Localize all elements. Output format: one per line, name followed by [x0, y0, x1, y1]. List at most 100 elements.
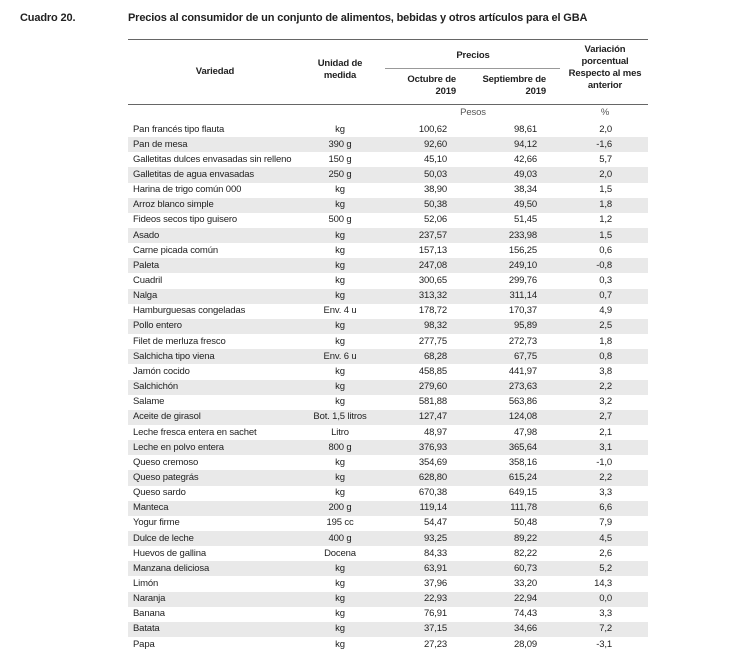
- october-cell: 313,32: [418, 290, 447, 302]
- variation-cell: 2,2: [599, 381, 612, 393]
- september-cell: 156,25: [508, 244, 537, 256]
- variety-cell: Galletitas de agua envasadas: [133, 168, 254, 180]
- variety-cell: Leche en polvo entera: [133, 441, 224, 453]
- october-cell: 38,90: [423, 184, 447, 196]
- row-band: [128, 591, 648, 607]
- unit-cell: kg: [335, 365, 345, 377]
- variation-cell: 3,3: [599, 487, 612, 499]
- column-header: Variedad: [195, 66, 235, 77]
- october-cell: 458,85: [418, 365, 447, 377]
- header-bottom-rule: [128, 104, 648, 105]
- variation-cell: 2,0: [599, 123, 612, 135]
- unit-cell: kg: [335, 608, 345, 620]
- september-cell: 170,37: [508, 305, 537, 317]
- column-header: Unidad de medida: [317, 58, 363, 81]
- variation-cell: 5,7: [599, 153, 612, 165]
- october-cell: 157,13: [418, 244, 447, 256]
- variety-cell: Dulce de leche: [133, 532, 194, 544]
- variation-cell: 0,0: [599, 593, 612, 605]
- unit-cell: 195 cc: [326, 517, 354, 529]
- unit-cell: kg: [335, 199, 345, 211]
- variety-cell: Filet de merluza fresco: [133, 335, 226, 347]
- october-cell: 22,93: [423, 593, 447, 605]
- unit-cell: kg: [335, 335, 345, 347]
- variety-cell: Limón: [133, 578, 159, 589]
- variation-cell: 0,7: [599, 290, 612, 302]
- table-title: Precios al consumidor de un conjunto de …: [128, 12, 588, 24]
- variation-cell: 5,2: [599, 562, 612, 574]
- row-band: [128, 318, 648, 335]
- variety-cell: Aceite de girasol: [133, 411, 201, 423]
- september-cell: 249,10: [508, 259, 537, 271]
- variety-cell: Cuadril: [133, 275, 163, 286]
- column-header: Variación porcentual Respecto al mes ant…: [568, 44, 642, 91]
- september-cell: 441,97: [508, 365, 537, 377]
- october-cell: 300,65: [418, 275, 447, 286]
- september-cell: 124,08: [508, 411, 537, 423]
- variety-cell: Galletitas dulces envasadas sin relleno: [133, 153, 292, 165]
- variation-cell: 3,8: [599, 365, 612, 377]
- october-cell: 27,23: [423, 638, 447, 650]
- variety-cell: Naranja: [133, 593, 166, 605]
- unit-cell: kg: [335, 244, 345, 256]
- september-cell: 50,48: [513, 517, 537, 529]
- unit-cell: kg: [335, 471, 345, 483]
- september-cell: 42,66: [513, 153, 537, 165]
- variety-cell: Arroz blanco simple: [133, 199, 214, 211]
- september-cell: 273,63: [508, 381, 537, 393]
- october-cell: 92,60: [423, 138, 447, 150]
- unit-cell: kg: [335, 229, 345, 241]
- unit-cell: kg: [335, 290, 345, 302]
- row-band: [128, 500, 648, 516]
- unit-cell: Env. 4 u: [323, 305, 357, 317]
- variety-cell: Fideos secos tipo guisero: [133, 214, 237, 226]
- september-cell: 94,12: [513, 138, 537, 150]
- september-cell: 299,76: [508, 275, 537, 286]
- variation-cell: 1,8: [599, 199, 612, 211]
- variety-cell: Paleta: [133, 259, 160, 271]
- october-cell: 93,25: [423, 532, 447, 544]
- group-rule: [385, 68, 560, 69]
- september-cell: 34,66: [513, 623, 537, 635]
- september-cell: 28,09: [513, 638, 537, 650]
- october-cell: 178,72: [418, 305, 447, 317]
- unit-cell: 800 g: [328, 441, 352, 453]
- september-cell: 38,34: [513, 184, 537, 196]
- unit-cell: 200 g: [328, 502, 352, 514]
- row-band: [128, 531, 648, 547]
- september-cell: 98,61: [513, 123, 537, 135]
- october-cell: 37,96: [423, 578, 447, 589]
- unit-cell: 150 g: [328, 153, 352, 165]
- unit-cell: Bot. 1,5 litros: [313, 411, 367, 423]
- variety-cell: Pollo entero: [133, 320, 182, 332]
- variety-cell: Papa: [133, 638, 155, 650]
- unit-cell: Docena: [324, 547, 356, 559]
- variety-cell: Queso pategrás: [133, 471, 199, 483]
- september-cell: 615,24: [508, 471, 537, 483]
- unit-cell: Env. 6 u: [323, 350, 357, 362]
- unit-cell: 390 g: [328, 138, 352, 150]
- row-band: [128, 258, 648, 274]
- october-cell: 48,97: [423, 426, 447, 438]
- unit-cell: kg: [335, 487, 345, 499]
- variety-cell: Pan francés tipo flauta: [133, 123, 225, 135]
- variation-cell: 7,9: [599, 517, 612, 529]
- column-header: Octubre de 2019: [407, 74, 456, 97]
- october-cell: 354,69: [418, 456, 447, 468]
- september-cell: 60,73: [513, 562, 537, 574]
- variety-cell: Nalga: [133, 290, 158, 302]
- variation-cell: 0,8: [599, 350, 612, 362]
- october-cell: 247,08: [418, 259, 447, 271]
- variation-cell: 0,6: [599, 244, 612, 256]
- october-cell: 76,91: [423, 608, 447, 620]
- variety-cell: Huevos de gallina: [133, 547, 206, 559]
- september-cell: 89,22: [513, 532, 537, 544]
- october-cell: 277,75: [418, 335, 447, 347]
- row-band: [128, 137, 648, 153]
- unit-cell: kg: [335, 623, 345, 635]
- september-cell: 233,98: [508, 229, 537, 241]
- october-cell: 50,38: [423, 199, 447, 211]
- unit-cell: kg: [335, 381, 345, 393]
- variety-cell: Salchicha tipo viena: [133, 350, 215, 362]
